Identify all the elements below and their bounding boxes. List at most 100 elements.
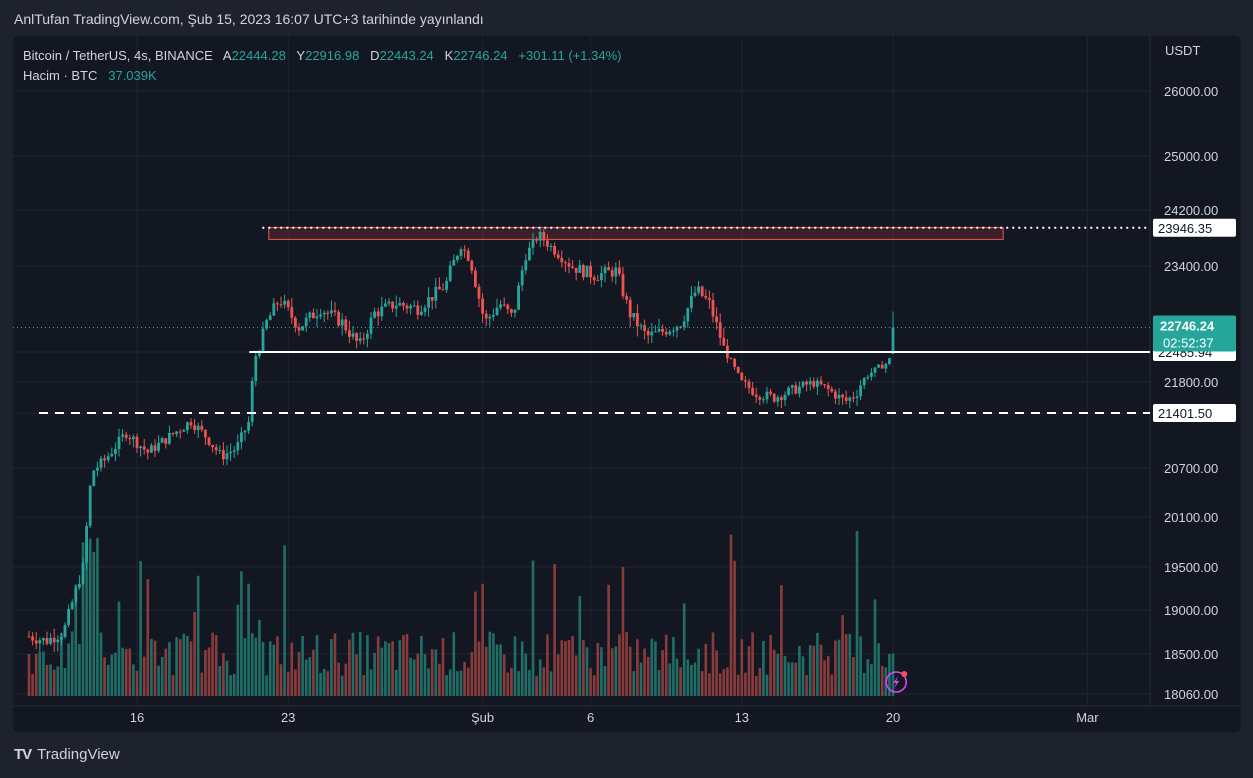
volume-bar xyxy=(211,632,214,696)
footer-brand[interactable]: TV TradingView xyxy=(14,746,120,763)
candle-body xyxy=(330,310,333,314)
volume-bar xyxy=(96,537,99,696)
last-price-tag xyxy=(1153,315,1236,352)
candle-body xyxy=(218,449,222,451)
price-tick-label: 25000.00 xyxy=(1164,149,1218,164)
ohlc-row: Bitcoin / TetherUS, 4s, BINANCE A22444.2… xyxy=(23,46,622,66)
volume-bar xyxy=(686,659,690,696)
candle-body xyxy=(452,259,456,266)
candle-body xyxy=(160,438,164,443)
volume-bar xyxy=(355,654,358,696)
candle-body xyxy=(463,249,466,251)
candle-body xyxy=(103,458,106,461)
volume-bar xyxy=(322,669,326,696)
price-tick-label: 21800.00 xyxy=(1164,375,1218,390)
candle-body xyxy=(632,312,636,318)
time-tick-label: 23 xyxy=(281,710,295,725)
candle-body xyxy=(672,330,675,332)
volume-bar xyxy=(362,675,366,696)
candle-body xyxy=(848,397,852,401)
volume-bar xyxy=(207,647,211,696)
volume-bar xyxy=(218,666,222,696)
candle-body xyxy=(722,337,726,346)
volume-bar xyxy=(168,642,171,696)
candle-body xyxy=(52,637,56,643)
candle-body xyxy=(268,315,272,321)
volume-bar xyxy=(704,643,708,696)
candle-body xyxy=(740,372,744,381)
volume-bar xyxy=(852,657,855,696)
candle-body xyxy=(697,286,700,293)
candle-body xyxy=(657,328,661,332)
volume-bar xyxy=(776,653,780,696)
symbol-label[interactable]: Bitcoin / TetherUS, 4s, BINANCE xyxy=(23,48,213,63)
candle-body xyxy=(592,277,596,281)
volume-bar xyxy=(261,642,265,696)
volume-bar xyxy=(621,566,625,696)
candle-body xyxy=(391,301,394,309)
candle-body xyxy=(186,422,189,431)
volume-bar xyxy=(193,612,196,696)
candle-body xyxy=(654,331,657,333)
candle-body xyxy=(499,304,502,308)
candle-body xyxy=(819,380,823,385)
time-tick-label: 13 xyxy=(735,710,749,725)
volume-bar xyxy=(189,641,193,696)
candle-body xyxy=(607,267,610,271)
low-label: D xyxy=(370,48,380,63)
resistance-zone[interactable] xyxy=(268,227,1004,240)
volume-bar xyxy=(603,666,607,696)
volume-bar xyxy=(135,670,139,696)
candle-body xyxy=(286,300,290,308)
candle-body xyxy=(225,453,229,460)
candle-body xyxy=(294,317,297,328)
volume-bar xyxy=(488,631,492,696)
volume-bar xyxy=(60,632,63,696)
volume-bar xyxy=(675,658,679,696)
volume-bar xyxy=(546,634,549,696)
candle-body xyxy=(34,640,38,644)
time-tick-label: Şub xyxy=(471,710,494,725)
volume-bar xyxy=(567,640,571,696)
volume-bar xyxy=(164,648,168,696)
volume-bar xyxy=(276,636,279,696)
candle-body xyxy=(538,231,542,241)
volume-bar xyxy=(585,647,589,696)
candle-body xyxy=(178,431,182,433)
volume-label[interactable]: Hacim · BTC xyxy=(23,68,98,83)
candle-body xyxy=(362,338,366,340)
volume-bar xyxy=(502,654,506,696)
candle-body xyxy=(236,442,240,451)
volume-bar xyxy=(175,637,178,696)
candle-body xyxy=(272,303,276,316)
volume-bar xyxy=(744,672,747,696)
candle-body xyxy=(319,314,322,317)
lightning-badge-icon[interactable] xyxy=(885,671,908,693)
volume-bar xyxy=(157,665,160,696)
candle-body xyxy=(128,437,132,440)
volume-bar xyxy=(657,669,661,696)
volume-bar xyxy=(110,654,114,696)
candle-body xyxy=(70,602,74,609)
volume-bar xyxy=(139,561,142,696)
candle-body xyxy=(402,302,405,306)
candle-body xyxy=(873,367,877,373)
volume-bar xyxy=(42,651,45,696)
candlestick-chart[interactable]: 23946.3522485.9421401.5026000.0025000.00… xyxy=(13,36,1241,732)
volume-bar xyxy=(646,656,650,696)
chart-panel[interactable]: 23946.35 22485.94 21401.50 26000.00 25000.00… xyxy=(13,36,1241,732)
candle-body xyxy=(153,445,157,451)
candle-body xyxy=(110,453,114,457)
candle-body xyxy=(337,311,340,326)
candle-body xyxy=(474,270,477,287)
volume-value: 37.039K xyxy=(108,68,157,83)
volume-bar xyxy=(664,634,668,696)
volume-bar xyxy=(528,670,531,696)
candle-body xyxy=(718,322,722,338)
volume-bar xyxy=(67,643,70,696)
candle-body xyxy=(430,297,434,301)
candle-body xyxy=(517,285,520,310)
volume-bar xyxy=(808,645,812,696)
candle-body xyxy=(585,265,589,278)
candle-body xyxy=(276,303,279,305)
